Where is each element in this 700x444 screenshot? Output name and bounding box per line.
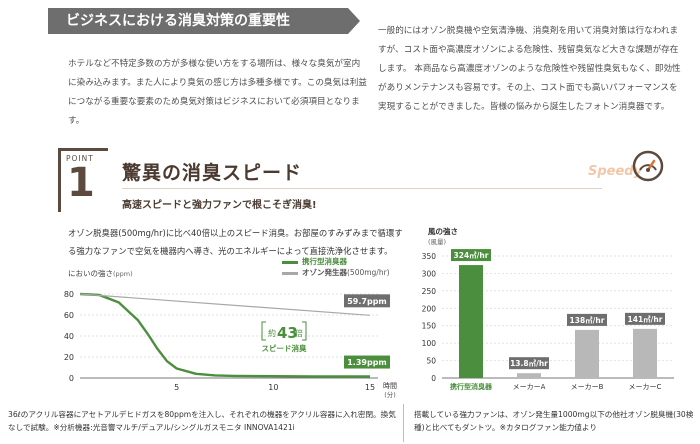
line-chart-ylabel: においの強さ(ppm)	[68, 268, 133, 279]
bar-category-label: メーカーC	[629, 383, 662, 391]
intro-left-paragraph: ホテルなど不特定多数の方が多様な使い方をする場所は、様々な臭気が室内に染み込みま…	[68, 59, 367, 126]
point-word: POINT	[66, 154, 94, 163]
line-chart-ytick-label: 20	[64, 353, 74, 362]
bar	[633, 328, 657, 378]
bar-category-label: メーカーA	[513, 383, 546, 391]
line-chart-ylabel-text: においの強さ	[68, 269, 113, 278]
legend-swatch-gray	[282, 271, 298, 275]
heading-divider	[122, 188, 602, 189]
line-chart-xunit: (分)	[384, 390, 396, 399]
bar-chart-ytick-label: 0	[431, 374, 436, 383]
line-chart-xtick-label: 15	[365, 383, 375, 392]
footnote-divider	[403, 404, 404, 442]
legend-label-gray-unit: (500mg/hr)	[347, 268, 390, 277]
speedy-badge: Speedy	[588, 164, 643, 179]
bar-value-label: 141㎥/hr	[628, 314, 663, 324]
line-chart-legend: 携行型消臭器 オゾン発生器(500mg/hr)	[282, 256, 390, 278]
annotation-bracket-right	[302, 321, 307, 341]
point-subheading: 高速スピードと強力ファンで根こそぎ消臭!	[122, 200, 317, 211]
bar-category-label: メーカーB	[571, 383, 604, 391]
green-end-label-box	[344, 355, 390, 369]
legend-item-gray: オゾン発生器(500mg/hr)	[282, 267, 390, 278]
annotation-suffix: 倍	[295, 328, 303, 338]
legend-label-green: 携行型消臭器	[302, 257, 347, 266]
footnote-left: 36ℓのアクリル容器にアセトアルデヒドガスを80ppmを注入し、それぞれの機器を…	[8, 410, 396, 432]
annotation-prefix: 約	[268, 328, 276, 338]
bar-value-label: 324㎥/hr	[454, 250, 489, 260]
bar-chart-ytick-label: 300	[422, 269, 437, 278]
line-chart-xtick-label: 5	[174, 383, 179, 392]
bar-value-label-box	[451, 249, 491, 262]
speedometer-icon	[632, 150, 664, 182]
line-chart-xtick-label: 10	[268, 383, 278, 392]
banner-title: ビジネスにおける消臭対策の重要性	[66, 13, 290, 29]
line-series-green	[79, 292, 371, 378]
bar-chart-ytick-label: 350	[422, 252, 437, 261]
bar-chart-ytick-label: 150	[422, 322, 437, 331]
bar-chart-ytick-label: 200	[422, 304, 437, 313]
legend-label-gray: オゾン発生器	[302, 268, 347, 277]
footnote-right: 搭載している強力ファンは、オゾン発生量1000mg以下の他社オゾン脱臭機(30検…	[414, 410, 694, 432]
gray-end-label-box	[344, 294, 390, 308]
line-series-gray	[79, 293, 371, 316]
bar-value-label: 13.8㎥/hr	[510, 358, 548, 368]
point-heading: 驚異の消臭スピード	[122, 162, 303, 184]
bar	[575, 329, 599, 378]
legend-swatch-green	[282, 260, 298, 264]
line-chart-ytick-label: 80	[64, 290, 74, 299]
line-chart-ytick-label: 40	[64, 332, 74, 341]
bar-chart-ytick-label: 50	[426, 357, 436, 366]
annotation-bracket-left	[261, 321, 266, 341]
line-chart-ytick-label: 60	[64, 311, 74, 320]
line-chart-ytick-label: 0	[69, 374, 74, 383]
bar-chart: 0 50 100 150 200 250 300 350 324㎥/hr 携行型消臭器 13.8㎥/…	[422, 249, 674, 391]
annotation-value: 43	[277, 324, 298, 342]
bar-chart-title: 風の強さ	[428, 227, 458, 236]
bar-value-label-box	[625, 312, 665, 325]
intro-right-paragraph: 一般的にはオゾン脱臭機や空気清浄機、消臭剤を用いて消臭対策は行なわれますが、コス…	[378, 26, 681, 112]
bar	[459, 265, 483, 378]
bar-value-label-box	[567, 313, 607, 326]
bar-category-label: 携行型消臭器	[450, 382, 493, 391]
bar	[517, 373, 541, 378]
line-chart: 0 20 40 60 80 5 10 15 時間(分) 59.7ppm 1.39ppm 約 43倍スピー…	[64, 290, 397, 399]
bar-value-label-box	[509, 357, 549, 370]
banner-arrow	[348, 8, 360, 34]
bar-chart-unit: (風量)	[428, 238, 447, 246]
speed-description: オゾン脱臭器(500mg/hr)に比べ40倍以上のスピード消臭。お部屋のすみずみ…	[68, 228, 403, 256]
point-number: 1	[67, 160, 95, 206]
bar-value-label: 138㎥/hr	[570, 315, 605, 325]
annotation-caption: スピード消臭	[262, 343, 307, 353]
gray-end-label: 59.7ppm	[347, 297, 387, 306]
line-chart-yunit: (ppm)	[113, 270, 133, 278]
green-end-label: 1.39ppm	[347, 358, 387, 367]
line-chart-xlabel: 時間	[383, 382, 397, 390]
legend-item-green: 携行型消臭器	[282, 256, 390, 267]
point-bracket	[58, 148, 108, 212]
bar-chart-ytick-label: 250	[422, 287, 437, 296]
bar-chart-ytick-label: 100	[422, 339, 437, 348]
section-banner: ビジネスにおける消臭対策の重要性	[48, 8, 348, 34]
